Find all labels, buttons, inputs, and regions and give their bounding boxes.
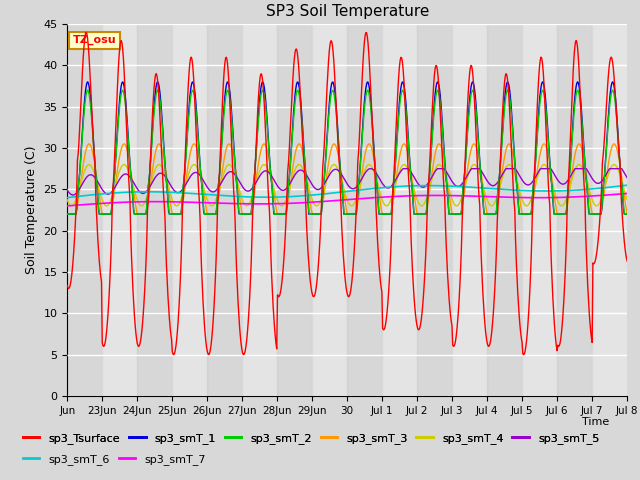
Bar	[102, 24, 137, 396]
Bar	[312, 24, 347, 396]
Legend: sp3_smT_6, sp3_smT_7: sp3_smT_6, sp3_smT_7	[19, 450, 210, 469]
Bar	[172, 24, 207, 396]
Bar	[137, 24, 172, 396]
Bar	[207, 24, 242, 396]
Bar	[487, 24, 522, 396]
Y-axis label: Soil Temperature (C): Soil Temperature (C)	[25, 146, 38, 274]
Bar	[522, 24, 557, 396]
Bar	[67, 24, 102, 396]
Bar	[592, 24, 627, 396]
Bar	[557, 24, 592, 396]
Bar	[417, 24, 452, 396]
Bar	[382, 24, 417, 396]
Text: Time: Time	[582, 417, 609, 427]
Title: SP3 Soil Temperature: SP3 Soil Temperature	[266, 4, 429, 19]
Bar	[277, 24, 312, 396]
Text: TZ_osu: TZ_osu	[73, 35, 116, 46]
Legend: sp3_Tsurface, sp3_smT_1, sp3_smT_2, sp3_smT_3, sp3_smT_4, sp3_smT_5: sp3_Tsurface, sp3_smT_1, sp3_smT_2, sp3_…	[19, 428, 604, 448]
Bar	[347, 24, 382, 396]
Bar	[242, 24, 277, 396]
Bar	[452, 24, 487, 396]
